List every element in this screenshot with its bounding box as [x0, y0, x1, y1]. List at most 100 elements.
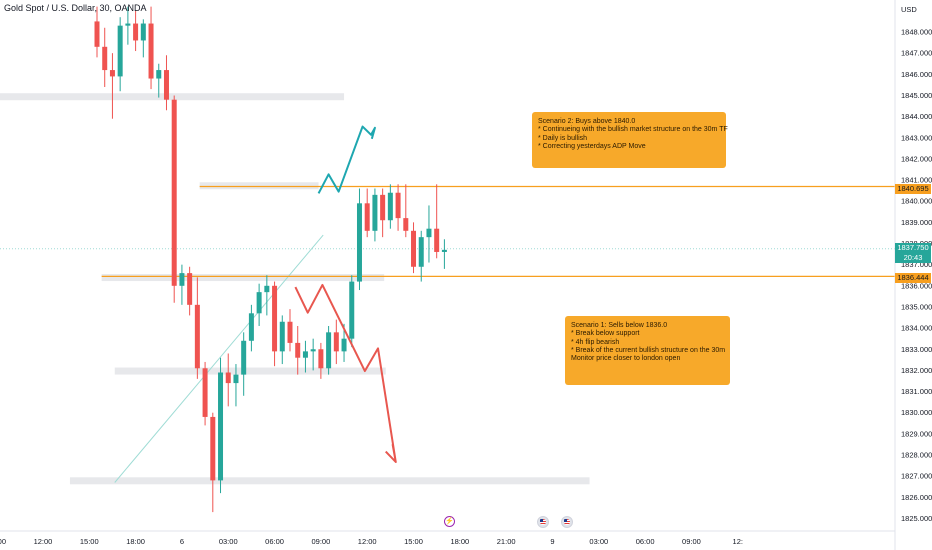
- x-tick-label: 15:00: [404, 537, 423, 546]
- scenario1-callout[interactable]: Scenario 1: Sells below 1836.0 * Break b…: [565, 316, 730, 385]
- candle-body: [187, 273, 193, 305]
- y-tick-label: 1845.000: [901, 91, 932, 100]
- bar-countdown: 20:43: [903, 252, 923, 262]
- candle: [441, 239, 447, 269]
- y-tick-label: 1827.000: [901, 472, 932, 481]
- candle: [109, 53, 115, 119]
- candle-body: [349, 281, 355, 339]
- candle: [295, 325, 301, 375]
- candle: [318, 342, 324, 379]
- x-tick-label: 06:00: [636, 537, 655, 546]
- us-flag-icon[interactable]: [561, 516, 573, 528]
- candle-body: [356, 203, 362, 282]
- callout-line: * Correcting yesterdays ADP Move: [538, 142, 646, 150]
- y-tick-label: 1843.000: [901, 133, 932, 142]
- candle-body: [248, 313, 254, 341]
- us-flag-icon[interactable]: [537, 516, 549, 528]
- candle: [125, 6, 131, 45]
- y-tick-label: 1837.000: [901, 260, 932, 269]
- candle: [287, 309, 293, 352]
- y-tick-label: 1846.000: [901, 70, 932, 79]
- candle: [302, 340, 308, 373]
- y-tick-label: 1844.000: [901, 112, 932, 121]
- x-tick-label: 03:00: [219, 537, 238, 546]
- y-tick-label: 1842.000: [901, 154, 932, 163]
- candle-body: [387, 192, 393, 221]
- y-tick-label: 1826.000: [901, 493, 932, 502]
- x-tick-label: 18:00: [450, 537, 469, 546]
- candle: [94, 6, 100, 58]
- candle: [148, 6, 154, 90]
- event-bolt-icon[interactable]: ⚡: [444, 516, 455, 527]
- candle: [364, 188, 370, 238]
- x-tick-label: 6: [180, 537, 184, 546]
- zone-rect: [101, 274, 385, 282]
- y-tick-label: 1833.000: [901, 345, 932, 354]
- x-tick-label: 09:00: [0, 537, 6, 546]
- candle-body: [418, 237, 424, 267]
- x-tick-label: 09:00: [311, 537, 330, 546]
- y-tick-label: 1825.000: [901, 514, 932, 523]
- currency-label[interactable]: USD: [901, 5, 917, 14]
- scenario2-callout[interactable]: Scenario 2: Buys above 1840.0 * Continue…: [532, 112, 728, 168]
- x-tick-label: 12:: [733, 537, 743, 546]
- candle: [117, 17, 123, 92]
- zone-rect: [69, 477, 590, 485]
- candle-body: [125, 23, 131, 26]
- x-tick-label: 9: [550, 537, 554, 546]
- candle-body: [441, 249, 447, 252]
- candle-body: [326, 332, 332, 369]
- candle-body: [318, 349, 324, 369]
- x-axis-ticks: 03:00 06:00 09:00 12:00 15:00 18:00 6 03:00 06:0…: [0, 537, 743, 546]
- x-tick-label: 09:00: [682, 537, 701, 546]
- candle-body: [202, 368, 208, 417]
- candle: [163, 55, 169, 111]
- y-tick-label: 1828.000: [901, 451, 932, 460]
- candle: [387, 184, 393, 229]
- callout-line: * Daily is bullish: [538, 134, 588, 142]
- y-tick-label: 1835.000: [901, 302, 932, 311]
- candle-body: [426, 228, 432, 238]
- candle: [356, 188, 362, 291]
- y-tick-label: 1832.000: [901, 366, 932, 375]
- candle: [395, 184, 401, 231]
- zones-layer: [0, 93, 590, 485]
- candle: [349, 275, 355, 348]
- candle-body: [225, 372, 231, 384]
- candle-body: [395, 192, 401, 219]
- y-tick-label: 1829.000: [901, 429, 932, 438]
- x-tick-label: 18:00: [126, 537, 145, 546]
- x-tick-label: 03:00: [589, 537, 608, 546]
- candle: [372, 188, 378, 242]
- scenario-arrows-layer: [294, 125, 397, 463]
- zone-rect: [0, 93, 345, 101]
- candle-body: [233, 374, 239, 384]
- candle: [264, 275, 270, 316]
- candle: [411, 222, 417, 274]
- callout-line: * Break below support: [571, 330, 640, 338]
- price-tag-current[interactable]: 1837.750 20:43: [895, 243, 931, 263]
- scenario1-down-arrow: [294, 283, 397, 463]
- candle: [241, 332, 247, 396]
- symbol-title: Gold Spot / U.S. Dollar, 30, OANDA: [4, 3, 147, 13]
- candle: [279, 315, 285, 365]
- candle-body: [380, 194, 386, 221]
- candle: [248, 304, 254, 352]
- callout-line: * Break of the current bullish structure…: [571, 346, 726, 354]
- candles-layer: [94, 6, 447, 513]
- candle-body: [210, 416, 216, 481]
- price-tag-support[interactable]: 1836.444: [895, 273, 931, 283]
- candle-body: [133, 23, 139, 41]
- zone-rect: [114, 367, 386, 375]
- candle-body: [295, 342, 301, 358]
- x-tick-label: 15:00: [80, 537, 99, 546]
- candle-body: [287, 321, 293, 343]
- candle: [233, 364, 239, 407]
- y-tick-label: 1834.000: [901, 324, 932, 333]
- scenario2-up-arrow: [317, 125, 376, 194]
- price-tag-resistance[interactable]: 1840.695: [895, 184, 931, 194]
- candle: [218, 357, 224, 494]
- y-tick-label: 1841.000: [901, 176, 932, 185]
- candle: [333, 319, 339, 365]
